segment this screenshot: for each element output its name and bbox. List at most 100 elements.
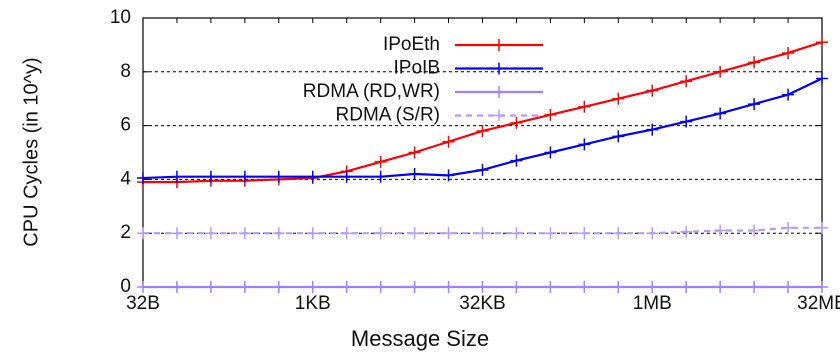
data-point — [816, 36, 828, 49]
data-point — [714, 281, 727, 293]
data-point — [544, 227, 557, 240]
data-point — [816, 221, 828, 234]
data-point — [442, 281, 455, 293]
x-tick-label: 32KB — [459, 293, 505, 314]
x-tick-label: 32MB — [797, 293, 840, 314]
data-point — [137, 227, 149, 240]
data-point — [714, 224, 727, 237]
data-point — [748, 281, 761, 293]
data-point — [306, 227, 319, 240]
x-tick-label: 1KB — [295, 293, 331, 314]
data-point — [816, 281, 828, 293]
data-point — [476, 124, 489, 137]
y-tick-label: 6 — [120, 115, 131, 136]
data-point — [612, 227, 625, 240]
data-point — [272, 170, 285, 183]
x-axis-label: Message Size — [351, 326, 489, 351]
data-point — [782, 221, 795, 234]
data-point — [442, 227, 455, 240]
legend-label: IPoEth — [383, 34, 440, 55]
data-point — [680, 281, 693, 293]
x-tick-label: 1MB — [633, 293, 672, 314]
data-point — [510, 227, 523, 240]
data-point — [646, 281, 659, 293]
data-point — [408, 281, 421, 293]
data-point — [476, 227, 489, 240]
data-point — [510, 281, 523, 293]
data-point — [408, 168, 421, 181]
data-point — [578, 281, 591, 293]
data-point — [408, 146, 421, 159]
data-point — [510, 154, 523, 167]
data-point — [816, 72, 828, 85]
data-point — [306, 281, 319, 293]
data-point — [272, 281, 285, 293]
data-point — [612, 92, 625, 105]
legend-marker — [493, 62, 505, 75]
data-point — [204, 281, 217, 293]
data-point — [544, 108, 557, 121]
plot-frame — [142, 17, 823, 288]
data-point — [306, 170, 319, 183]
data-point — [578, 138, 591, 151]
data-point — [646, 84, 659, 97]
data-point — [680, 75, 693, 88]
data-point — [714, 107, 727, 120]
data-point — [137, 172, 149, 185]
legend-marker — [493, 109, 505, 122]
data-point — [544, 146, 557, 159]
data-point — [238, 281, 251, 293]
data-point — [510, 116, 523, 129]
data-point — [408, 227, 421, 240]
data-point — [578, 227, 591, 240]
y-tick-label: 2 — [120, 222, 131, 243]
data-point — [612, 130, 625, 143]
data-point — [340, 281, 353, 293]
data-point — [680, 225, 693, 238]
data-point — [238, 170, 251, 183]
y-tick-label: 8 — [120, 61, 131, 82]
legend-label: IPoIB — [394, 58, 440, 79]
data-point — [748, 98, 761, 111]
data-point — [782, 46, 795, 59]
data-point — [170, 281, 183, 293]
data-point — [442, 169, 455, 182]
data-point — [238, 227, 251, 240]
y-tick-label: 10 — [110, 7, 131, 28]
legend-label: RDMA (RD,WR) — [303, 81, 440, 102]
data-point — [544, 281, 557, 293]
data-point — [204, 227, 217, 240]
data-point — [442, 135, 455, 148]
y-tick-label: 0 — [120, 276, 131, 297]
data-point — [646, 227, 659, 240]
data-point — [374, 281, 387, 293]
y-tick-label: 4 — [120, 168, 131, 189]
data-point — [170, 170, 183, 183]
data-point — [680, 115, 693, 128]
data-point — [646, 123, 659, 136]
data-point — [374, 170, 387, 183]
data-point — [340, 170, 353, 183]
data-point — [748, 56, 761, 69]
data-point — [272, 227, 285, 240]
legend-marker — [493, 39, 505, 51]
data-point — [204, 170, 217, 183]
data-point — [782, 281, 795, 293]
series-line — [143, 226, 822, 235]
data-point — [782, 88, 795, 101]
legend-marker — [493, 86, 505, 98]
data-point — [170, 227, 183, 240]
data-point — [340, 227, 353, 240]
data-point — [137, 281, 149, 293]
x-tick-label: 32B — [126, 293, 160, 314]
data-point — [476, 163, 489, 176]
legend-label: RDMA (S/R) — [336, 105, 441, 126]
data-point — [374, 227, 387, 240]
data-point — [476, 281, 489, 293]
data-point — [578, 100, 591, 113]
data-point — [748, 224, 761, 237]
y-axis-label: CPU Cycles (in 10^y) — [20, 57, 42, 246]
data-point — [612, 281, 625, 293]
data-point — [714, 65, 727, 78]
